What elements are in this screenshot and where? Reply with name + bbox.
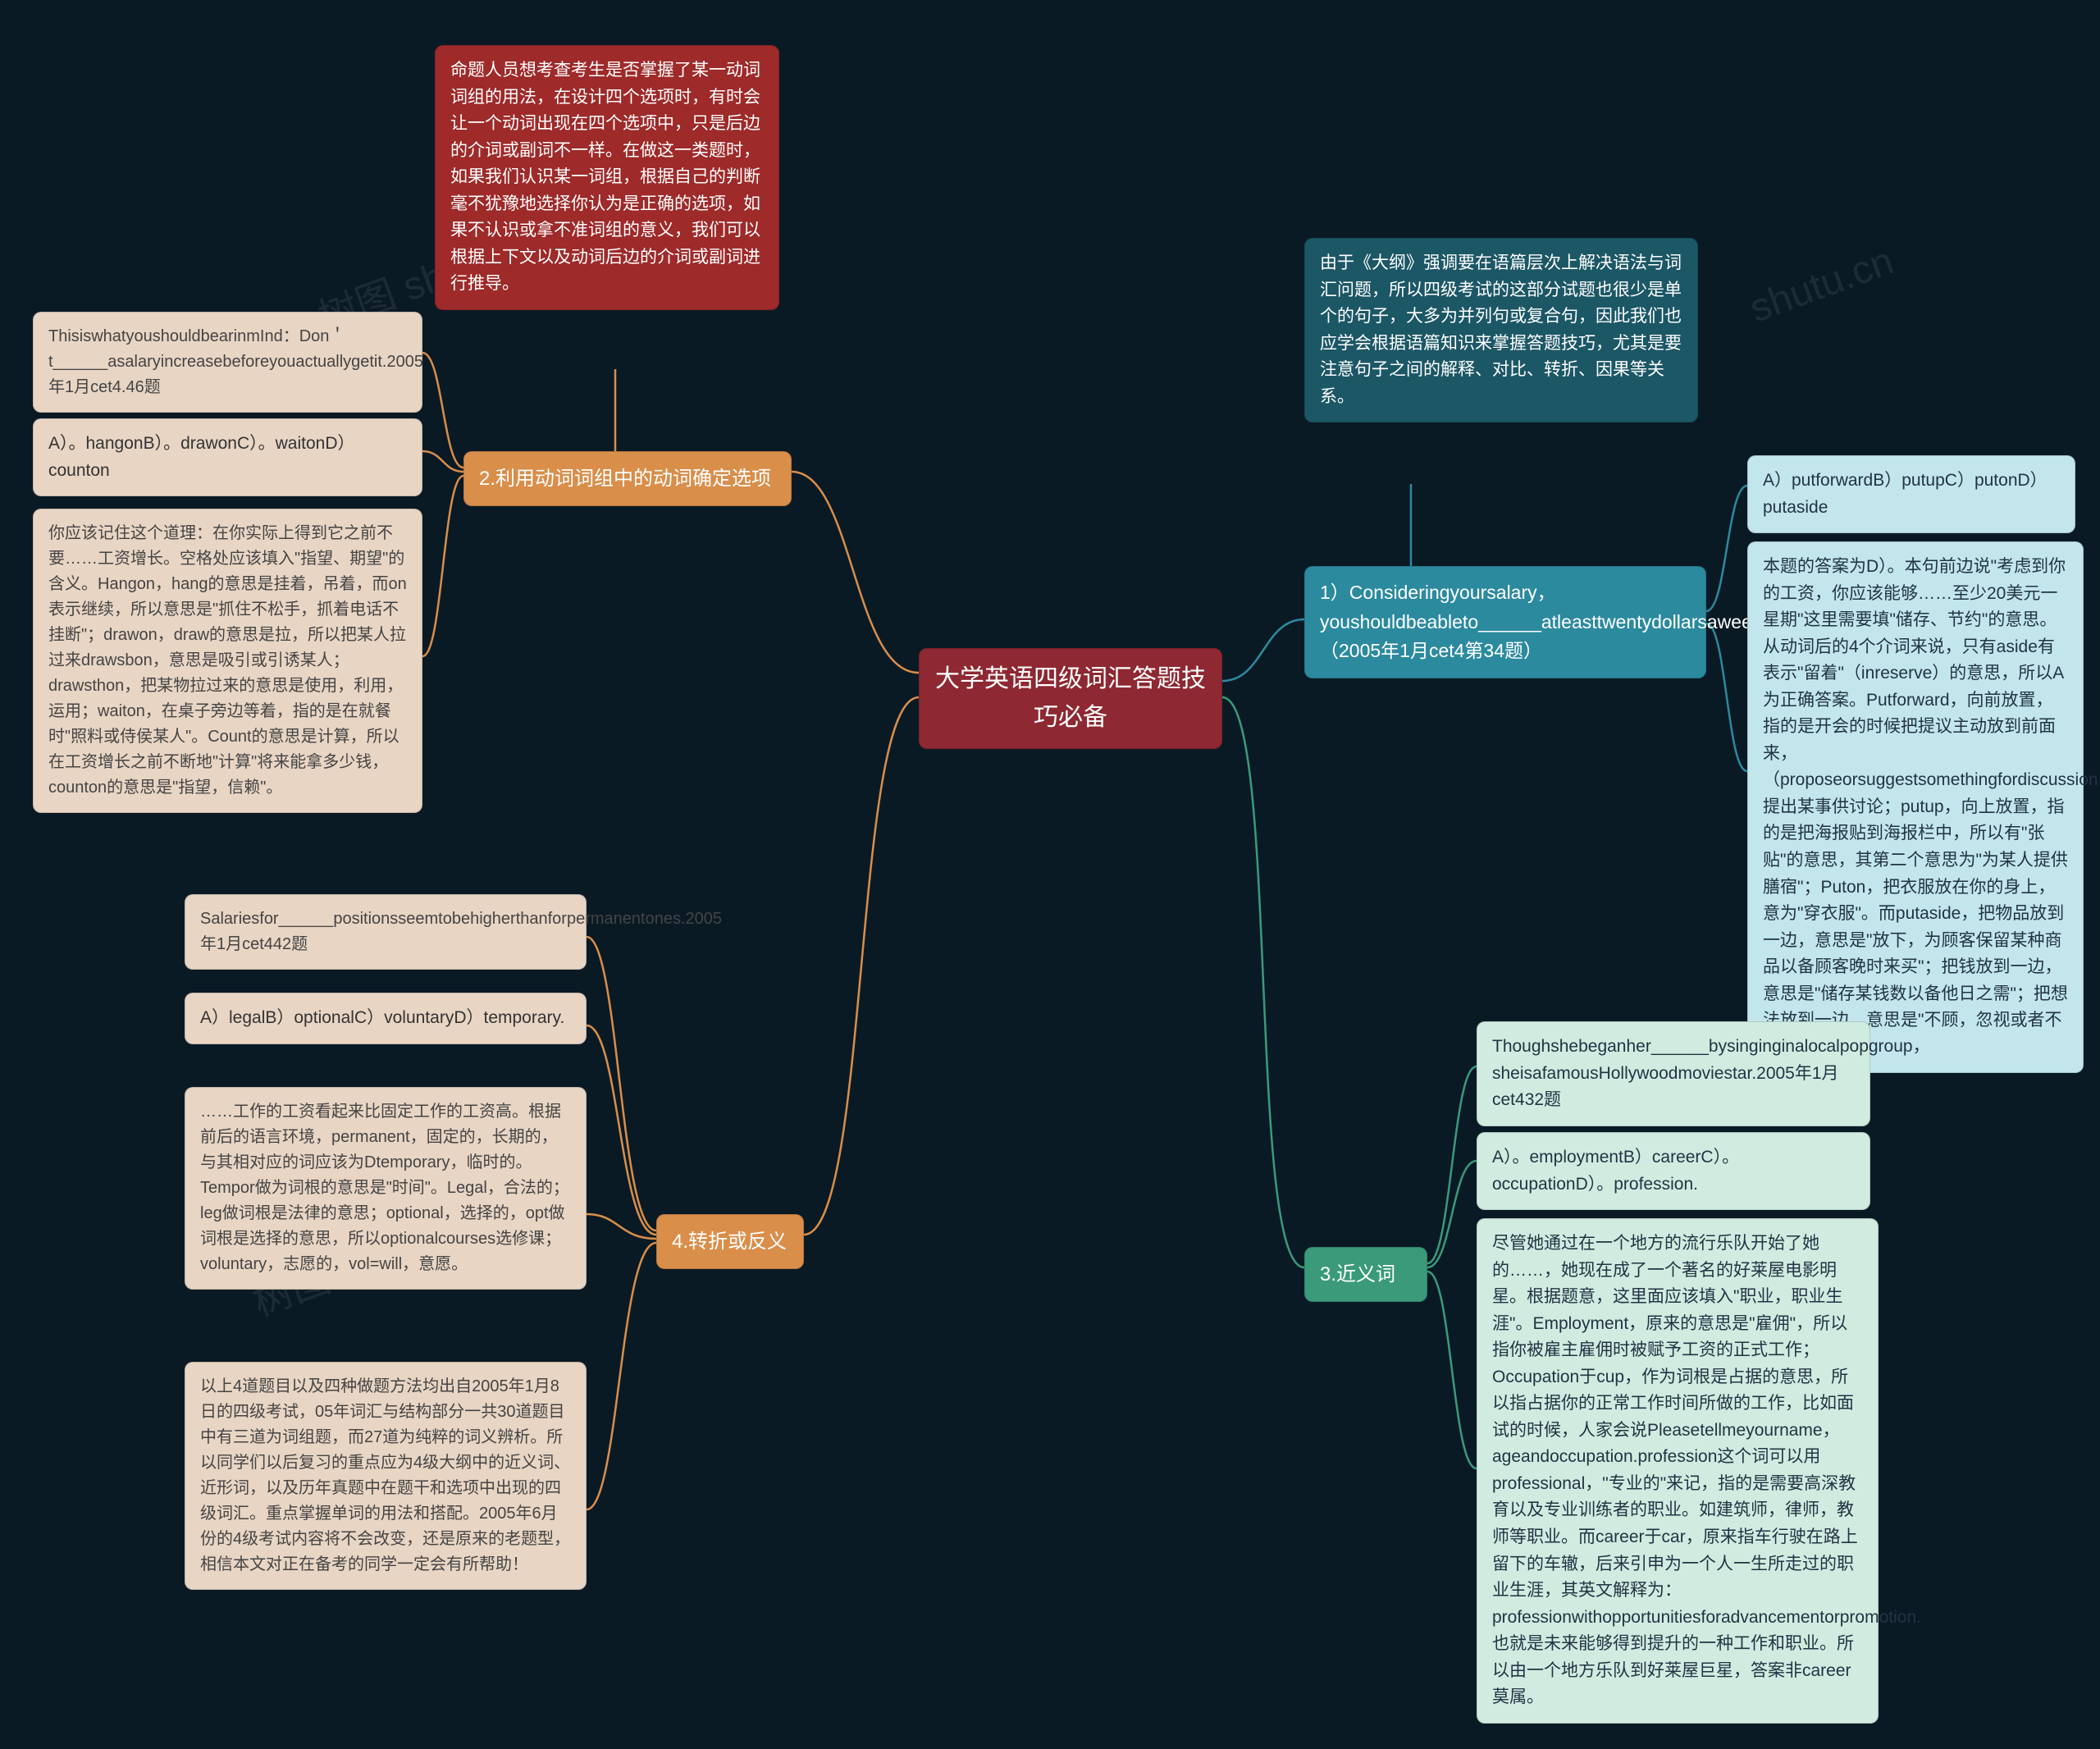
b2-leaf-a: ThisiswhatyoushouldbearinmInd：Don＇t_____…	[33, 312, 422, 413]
b3-label[interactable]: 3.近义词	[1304, 1247, 1427, 1302]
b3-leaf-a: Thoughshebeganher______bysinginginalocal…	[1477, 1021, 1870, 1126]
b4-leaf-d: 以上4道题目以及四种做题方法均出自2005年1月8日的四级考试，05年词汇与结构…	[185, 1362, 587, 1590]
b2-leaf-b: A）。hangonB）。drawonC）。waitonD）counton	[33, 418, 422, 496]
b3-leaf-c: 尽管她通过在一个地方的流行乐队开始了她的……，她现在成了一个著名的好莱屋电影明星…	[1477, 1218, 1879, 1724]
b2-leaf-c: 你应该记住这个道理：在你实际上得到它之前不要……工资增长。空格处应该填入"指望、…	[33, 509, 422, 813]
b4-leaf-a: Salariesfor______positionsseemtobehigher…	[185, 894, 587, 970]
b1-leaf-a: A）putforwardB）putupC）putonD）putaside	[1747, 455, 2075, 533]
b2-intro: 命题人员想考查考生是否掌握了某一动词词组的用法，在设计四个选项时，有时会让一个动…	[435, 45, 779, 310]
b4-leaf-b: A）legalB）optionalC）voluntaryD）temporary.	[185, 993, 587, 1044]
b4-leaf-c: ……工作的工资看起来比固定工作的工资高。根据前后的语言环境，permanent，…	[185, 1087, 587, 1290]
b1-leaf-b: 本题的答案为D）。本句前边说"考虑到你的工资，你应该能够……至少20美元一星期"…	[1747, 541, 2084, 1073]
b1-label[interactable]: 1）Consideringyoursalary，youshouldbeablet…	[1304, 566, 1706, 678]
b1-intro: 由于《大纲》强调要在语篇层次上解决语法与词汇问题，所以四级考试的这部分试题也很少…	[1304, 238, 1698, 422]
watermark: shutu.cn	[1744, 239, 1899, 332]
center-node[interactable]: 大学英语四级词汇答题技巧必备	[919, 648, 1222, 749]
b4-label[interactable]: 4.转折或反义	[656, 1214, 804, 1269]
b3-leaf-b: A）。employmentB）careerC）。occupationD）。pro…	[1477, 1132, 1870, 1210]
b2-label[interactable]: 2.利用动词词组中的动词确定选项	[463, 451, 792, 506]
